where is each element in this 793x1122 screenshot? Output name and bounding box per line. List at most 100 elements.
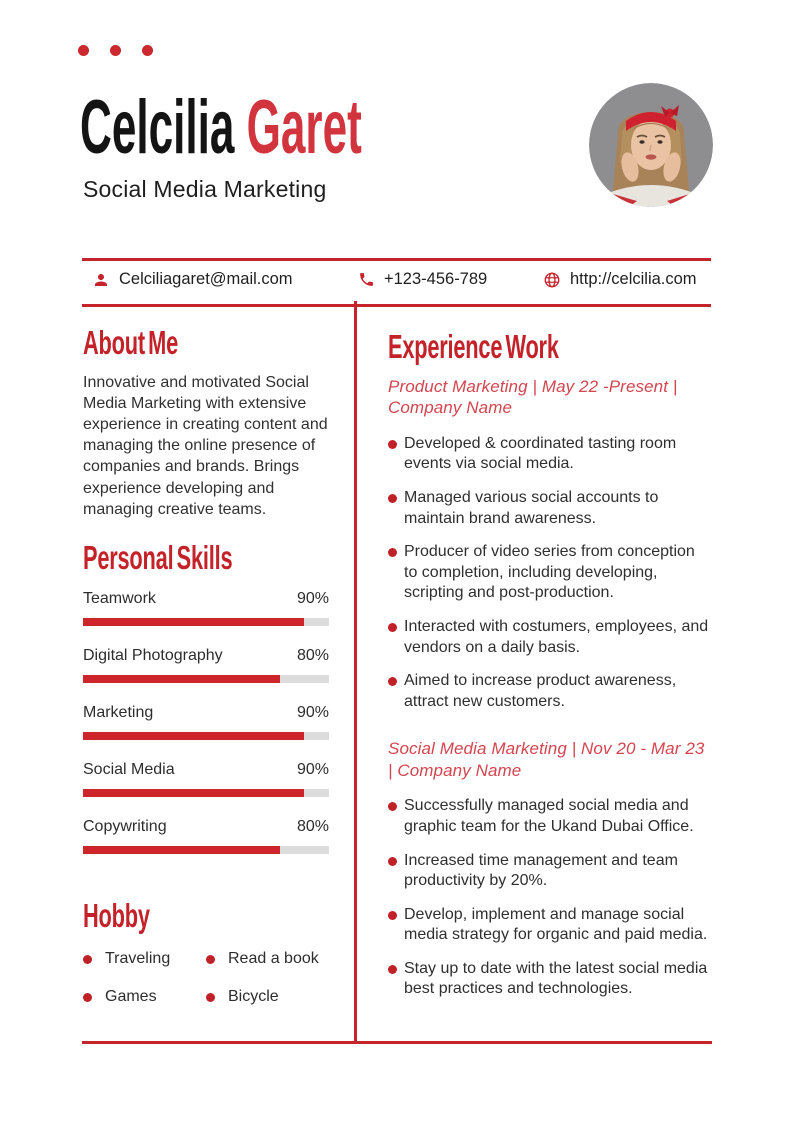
bullet-item: Aimed to increase product awareness, att…: [388, 671, 711, 713]
bullet-text: Producer of video series from conception…: [404, 542, 695, 602]
skills-list: Teamwork 90% Digital Photography 80% Mar…: [83, 589, 329, 854]
skill-percent: 90%: [296, 589, 329, 607]
bullet-text: Successfully managed social media and gr…: [404, 797, 694, 836]
section-about: About Me Innovative and motivated Social…: [83, 300, 329, 520]
bullet-icon: [388, 547, 397, 557]
contact-website: http://celcilia.com: [543, 261, 697, 298]
bullet-item: Develop, implement and manage social med…: [388, 905, 711, 947]
hobby-item: Traveling: [83, 950, 206, 968]
skill-item: Copywriting 80%: [83, 817, 329, 854]
email-value: Celciliagaret@mail.com: [119, 270, 293, 288]
skill-item: Marketing 90%: [83, 703, 329, 740]
bullet-item: Increased time management and team produ…: [388, 851, 711, 893]
right-column: Experience Work Product Marketing | May …: [388, 300, 711, 1013]
bullet-icon: [388, 802, 397, 812]
hobby-list: Traveling Read a book Games Bicycle: [83, 950, 329, 1006]
website-value: http://celcilia.com: [570, 270, 697, 288]
bullet-icon: [388, 622, 397, 632]
bullet-icon: [388, 676, 397, 686]
contact-bar: Celciliagaret@mail.com +123-456-789 http…: [82, 258, 711, 307]
bullet-item: Stay up to date with the latest social m…: [388, 959, 711, 1001]
skills-heading: Personal Skills: [83, 539, 233, 577]
skill-bar-fill: [83, 674, 280, 683]
column-divider: [354, 301, 357, 1041]
skill-label: Digital Photography: [83, 646, 223, 664]
skill-bar-fill: [83, 845, 280, 854]
about-heading: About Me: [83, 324, 179, 361]
job-bullets: Successfully managed social media and gr…: [388, 796, 711, 1000]
bottom-rule: [82, 1041, 712, 1044]
skill-percent: 80%: [296, 646, 329, 664]
experience-heading: Experience Work: [388, 328, 559, 365]
skill-label: Copywriting: [83, 817, 167, 835]
bullet-text: Interacted with costumers, employees, an…: [404, 617, 709, 656]
red-dot-icon: [142, 45, 153, 56]
job-entry: Social Media Marketing | Nov 20 - Mar 23…: [388, 738, 711, 1000]
left-column: About Me Innovative and motivated Social…: [83, 300, 329, 1006]
bullet-text: Aimed to increase product awareness, att…: [404, 671, 677, 710]
bullet-text: Managed various social accounts to maint…: [404, 488, 659, 527]
section-skills: Personal Skills Teamwork 90% Digital Pho…: [83, 520, 329, 854]
decorative-dots: [78, 45, 153, 56]
phone-value: +123-456-789: [384, 270, 488, 288]
bullet-icon: [206, 954, 215, 964]
skill-bar-fill: [83, 788, 305, 797]
bullet-item: Successfully managed social media and gr…: [388, 796, 711, 838]
bullet-icon: [388, 910, 397, 920]
hobby-item: Games: [83, 988, 206, 1006]
skill-bar-track: [83, 845, 329, 854]
skill-item: Digital Photography 80%: [83, 646, 329, 683]
skill-percent: 90%: [296, 760, 329, 778]
bullet-icon: [206, 992, 215, 1002]
hobby-label: Games: [105, 988, 157, 1006]
skill-bar-fill: [83, 617, 305, 626]
bullet-text: Developed & coordinated tasting room eve…: [404, 434, 677, 473]
phone-icon: [360, 273, 373, 286]
red-dot-icon: [110, 45, 121, 56]
red-dot-icon: [78, 45, 89, 56]
hobby-label: Traveling: [105, 950, 171, 968]
section-experience: Experience Work Product Marketing | May …: [388, 300, 711, 1000]
job-title: Social Media Marketing | Nov 20 - Mar 23…: [388, 739, 705, 780]
bullet-icon: [388, 964, 397, 974]
skill-bar-track: [83, 617, 329, 626]
job-entry: Product Marketing | May 22 -Present | Co…: [388, 376, 711, 713]
bullet-text: Stay up to date with the latest social m…: [404, 959, 708, 998]
hobby-label: Bicycle: [228, 988, 279, 1006]
hobby-item: Read a book: [206, 950, 329, 968]
person-icon: [95, 273, 107, 286]
bullet-item: Developed & coordinated tasting room eve…: [388, 434, 711, 476]
skill-label: Marketing: [83, 703, 154, 721]
jobs-list: Product Marketing | May 22 -Present | Co…: [388, 376, 711, 1001]
bullet-icon: [388, 493, 397, 503]
bullet-text: Develop, implement and manage social med…: [404, 905, 708, 944]
job-subtitle: Social Media Marketing: [83, 176, 327, 202]
section-hobby: Hobby Traveling Read a book Games Bicycl…: [83, 874, 329, 1007]
hobby-item: Bicycle: [206, 988, 329, 1006]
bullet-icon: [83, 954, 92, 964]
first-name: Celcilia: [80, 85, 235, 170]
job-title: Product Marketing | May 22 -Present | Co…: [388, 376, 678, 418]
bullet-text: Increased time management and team produ…: [404, 851, 678, 890]
portrait-photo-icon: [589, 83, 713, 207]
bullet-item: Interacted with costumers, employees, an…: [388, 617, 711, 659]
skill-item: Teamwork 90%: [83, 589, 329, 626]
hobby-heading: Hobby: [83, 896, 150, 934]
bullet-icon: [388, 439, 397, 449]
bullet-item: Producer of video series from conception…: [388, 542, 711, 604]
skill-bar-fill: [83, 731, 305, 740]
skill-label: Social Media: [83, 760, 175, 778]
bullet-item: Managed various social accounts to maint…: [388, 488, 711, 530]
skill-percent: 80%: [296, 817, 329, 835]
skill-label: Teamwork: [83, 589, 156, 607]
avatar: [589, 83, 713, 207]
skill-bar-track: [83, 788, 329, 797]
skill-bar-track: [83, 674, 329, 683]
globe-icon: [544, 272, 560, 287]
bullet-icon: [83, 992, 92, 1002]
contact-email: Celciliagaret@mail.com: [92, 261, 293, 298]
contact-phone: +123-456-789: [358, 261, 487, 298]
bullet-icon: [388, 856, 397, 866]
page-title: Celcilia Garet: [80, 90, 362, 166]
last-name: Garet: [246, 85, 362, 170]
